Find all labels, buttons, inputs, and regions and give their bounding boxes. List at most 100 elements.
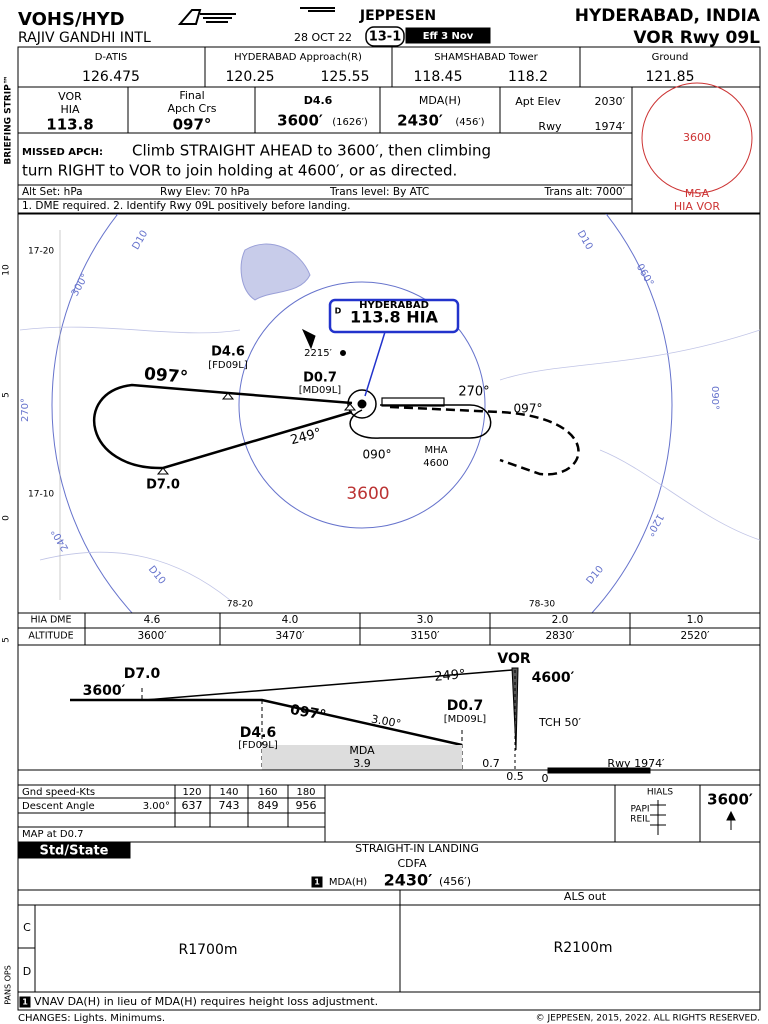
fix: D4.6 (304, 94, 333, 107)
hials: HIALS (647, 788, 674, 798)
radials: 270° (20, 398, 31, 422)
dme: 1.0 (687, 614, 704, 626)
label: HYDERABAD Approach(R) (234, 52, 362, 63)
rwy-label: Rwy (538, 120, 562, 133)
altimetry: Trans alt: 7000′ (543, 186, 625, 198)
mda: 2430′ (384, 871, 433, 890)
angle: 3.00° (143, 801, 170, 812)
location: HYDERABAD, INDIA (575, 6, 761, 26)
airport: RAJIV GANDHI INTL (18, 30, 151, 46)
dme-arcs: D10 (146, 564, 168, 587)
radials: 300° (70, 272, 92, 298)
note-ref: 1 (22, 998, 28, 1007)
mda-label: MDA (349, 744, 375, 757)
ident: VOHS/HYD (18, 9, 125, 30)
procedure: VOR Rwy 09L (633, 28, 760, 48)
missed-label: MISSED APCH: (22, 147, 103, 158)
reil: REIL (630, 815, 650, 825)
rwy-elev: 1974′ (595, 120, 626, 133)
dme: 4.0 (282, 614, 299, 626)
name: D4.6 (211, 345, 245, 360)
label: D-ATIS (95, 52, 128, 63)
date: 28 OCT 22 (294, 31, 352, 44)
final-label: Apch Crs (168, 102, 217, 115)
speed-label: Gnd speed-Kts (22, 787, 95, 798)
coordinates: 17-10 (28, 490, 54, 500)
courses: 270° (458, 385, 489, 400)
coordinates: 78-20 (227, 600, 253, 610)
cdfa: CDFA (398, 857, 427, 870)
chart-number: 13-1 (369, 30, 402, 45)
navaid-id: HIA (60, 103, 80, 116)
missed-text: Climb STRAIGHT AHEAD to 3600′, then clim… (132, 142, 491, 160)
changes: CHANGES: Lights. Minimums. (18, 1013, 165, 1024)
mda-height: (456′) (455, 117, 484, 128)
apt-elev-label: Apt Elev (515, 95, 561, 108)
mha-label: MHA (425, 445, 448, 456)
frequencies: 118.2 (508, 69, 548, 85)
frequencies: 126.475 (82, 69, 140, 85)
radials: 240° (50, 527, 72, 553)
altimetry: Rwy Elev: 70 hPa (160, 186, 250, 198)
fix-far: D7.0 (124, 666, 161, 682)
categories: D (23, 965, 31, 978)
navaid: HIA VOR (674, 200, 721, 213)
navaid-type: VOR (58, 90, 82, 103)
frequencies: 120.25 (226, 69, 275, 85)
title: Std/State (39, 844, 108, 859)
mda-label: MDA(H) (419, 94, 461, 107)
altitude: 2830′ (545, 630, 575, 642)
mda-height: (456′) (439, 875, 471, 888)
frequencies: 125.55 (321, 69, 370, 85)
final-course: 097° (173, 116, 212, 134)
coordinates: 17-20 (28, 247, 54, 257)
radials: 090° (709, 386, 720, 410)
side-label: BRIEFING STRIP™ (4, 75, 14, 164)
missed-text: turn RIGHT to VOR to join holding at 460… (22, 162, 457, 180)
mha: 4600 (423, 458, 448, 469)
dme-arcs: D10 (131, 229, 151, 252)
frequency: 113.8 HIA (350, 308, 439, 327)
dme: 3.0 (417, 614, 434, 626)
visibility: R2100m (554, 940, 613, 956)
map-fix: D0.7 (447, 698, 483, 714)
rates: 956 (296, 799, 317, 812)
final-course: 097° (289, 702, 327, 724)
layout (17, 7, 761, 1011)
navaid-freq: 113.8 (46, 116, 93, 134)
spot-elevation: 2215′ (304, 348, 332, 359)
dist-thr: 0 (542, 772, 549, 785)
scale: 0 (2, 515, 12, 521)
runway: Rwy 1974′ (607, 757, 665, 770)
courses: 097° (514, 402, 543, 416)
frequencies: 121.85 (646, 69, 695, 85)
coordinates: 78-30 (529, 600, 555, 610)
dist-map: 0.7 (482, 757, 500, 770)
mda: 2430′ (397, 112, 443, 130)
altitude: 2520′ (680, 630, 710, 642)
sector-altitude: 3600 (346, 484, 389, 504)
id: [FD09L] (208, 360, 248, 371)
column: ALS out (564, 890, 607, 903)
navaid: VOR (497, 651, 530, 667)
id: [MD09L] (299, 385, 342, 396)
notes: 1. DME required. 2. Identify Rwy 09L pos… (22, 200, 350, 212)
name: D7.0 (146, 478, 180, 493)
fix-height: (1626′) (332, 117, 368, 128)
label: Ground (652, 52, 689, 63)
copyright: © JEPPESEN, 2015, 2022. ALL RIGHTS RESER… (536, 1014, 760, 1024)
courses: 090° (363, 448, 392, 462)
headers: HIA DME (31, 615, 72, 626)
categories: C (23, 921, 31, 934)
dist-vor: 0.5 (506, 770, 524, 783)
rates: 849 (258, 799, 279, 812)
altitude: 3150′ (410, 630, 440, 642)
radials: 120° (644, 512, 666, 538)
fix-altitude: 3600′ (277, 112, 323, 130)
rates: 743 (219, 799, 240, 812)
speeds: 120 (182, 787, 201, 798)
hold-altitude: 4600′ (532, 670, 575, 686)
mda-distance: 3.9 (353, 757, 371, 770)
brand: JEPPESEN (359, 8, 436, 24)
final-label: Final (179, 89, 204, 102)
